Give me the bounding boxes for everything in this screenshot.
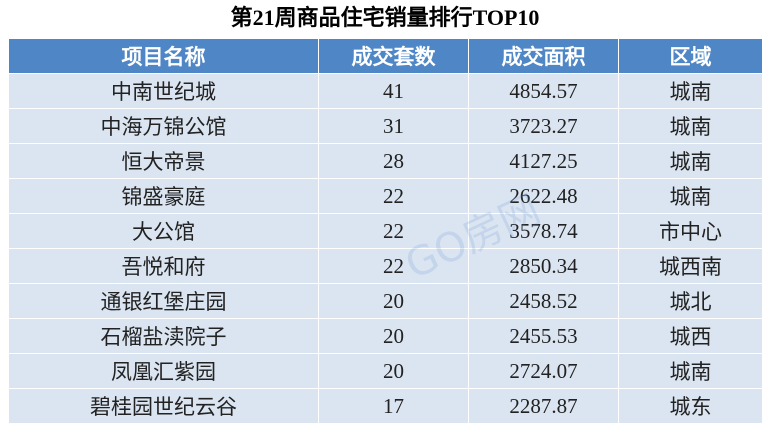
table-cell: 2455.53 <box>468 318 619 354</box>
table-cell: 2622.48 <box>468 178 619 214</box>
table-cell: 20 <box>318 283 469 319</box>
table-body: 中南世纪城 41 4854.57 城南 中海万锦公馆 31 3723.27 城南 恒大帝景 28 4… <box>8 73 763 424</box>
ranking-table: 项目名称 成交套数 成交面积 区域 中南世纪城 41 4854.57 城南 中海万锦公馆 31 3… <box>8 38 763 424</box>
table-cell: 城南 <box>618 73 763 109</box>
table-row: 锦盛豪庭 22 2622.48 城南 <box>8 178 763 214</box>
table-cell: 城南 <box>618 353 763 389</box>
table-cell: 22 <box>318 178 469 214</box>
table-cell: 凤凰汇紫园 <box>8 353 319 389</box>
table-cell: 2287.87 <box>468 388 619 424</box>
table-cell: 大公馆 <box>8 213 319 249</box>
table-cell: 中海万锦公馆 <box>8 108 319 144</box>
table-cell: 4854.57 <box>468 73 619 109</box>
table-row: 恒大帝景 28 4127.25 城南 <box>8 143 763 179</box>
table-cell: 城南 <box>618 108 763 144</box>
table-row: 中海万锦公馆 31 3723.27 城南 <box>8 108 763 144</box>
table-row: 石榴盐渎院子 20 2455.53 城西 <box>8 318 763 354</box>
header-row: 项目名称 成交套数 成交面积 区域 <box>8 38 763 74</box>
table-row: 凤凰汇紫园 20 2724.07 城南 <box>8 353 763 389</box>
table-cell: 城东 <box>618 388 763 424</box>
table-cell: 城南 <box>618 143 763 179</box>
table-cell: 吾悦和府 <box>8 248 319 284</box>
table-cell: 2850.34 <box>468 248 619 284</box>
column-header: 项目名称 <box>8 38 319 74</box>
column-header: 成交套数 <box>318 38 469 74</box>
table-cell: 锦盛豪庭 <box>8 178 319 214</box>
table-cell: 城西 <box>618 318 763 354</box>
title: 第21周商品住宅销量排行TOP10 <box>230 5 540 30</box>
table-cell: 通银红堡庄园 <box>8 283 319 319</box>
table-cell: 石榴盐渎院子 <box>8 318 319 354</box>
table-cell: 28 <box>318 143 469 179</box>
column-header: 成交面积 <box>468 38 619 74</box>
column-header: 区域 <box>618 38 763 74</box>
table-row: 大公馆 22 3578.74 市中心 <box>8 213 763 249</box>
table-cell: 城北 <box>618 283 763 319</box>
table-row: 吾悦和府 22 2850.34 城西南 <box>8 248 763 284</box>
table-cell: 3723.27 <box>468 108 619 144</box>
table-cell: 4127.25 <box>468 143 619 179</box>
table-row: 碧桂园世纪云谷 17 2287.87 城东 <box>8 388 763 424</box>
table-cell: 20 <box>318 353 469 389</box>
table-cell: 城西南 <box>618 248 763 284</box>
table-cell: 城南 <box>618 178 763 214</box>
table-cell: 17 <box>318 388 469 424</box>
table-cell: 恒大帝景 <box>8 143 319 179</box>
table-cell: 2458.52 <box>468 283 619 319</box>
table-row: 通银红堡庄园 20 2458.52 城北 <box>8 283 763 319</box>
table-row: 中南世纪城 41 4854.57 城南 <box>8 73 763 109</box>
table-cell: 31 <box>318 108 469 144</box>
table-cell: 20 <box>318 318 469 354</box>
table-cell: 中南世纪城 <box>8 73 319 109</box>
table-cell: 碧桂园世纪云谷 <box>8 388 319 424</box>
table-cell: 2724.07 <box>468 353 619 389</box>
table-cell: 市中心 <box>618 213 763 249</box>
table-cell: 41 <box>318 73 469 109</box>
